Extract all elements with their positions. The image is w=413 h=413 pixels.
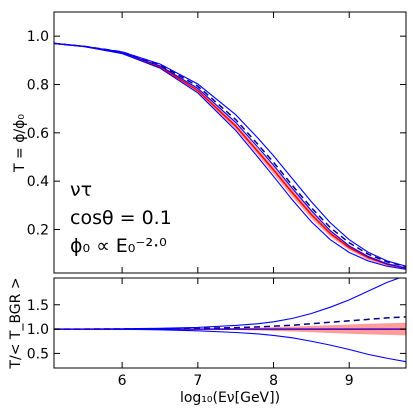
- main-ylabel: T = ϕ/ϕ₀: [12, 114, 28, 173]
- main-plot-frame: [53, 11, 407, 274]
- ratio-x-tick-label-2: 8: [269, 373, 278, 389]
- annotation-flux-spectrum: ϕ₀ ∝ E₀⁻²·⁰: [70, 235, 167, 257]
- ratio-series-line-4: [54, 328, 406, 363]
- ratio-plot-frame: [53, 277, 407, 369]
- ratio-plot-ticks: 6 7 8 9 0.5 1.0 1.5: [27, 278, 406, 389]
- ratio-y-tick-label-0: 0.5: [27, 346, 49, 362]
- annotation-neutrino-flavour: ντ: [70, 179, 92, 201]
- main-y-tick-label-1: 0.4: [27, 174, 49, 190]
- main-series-line-4: [54, 42, 406, 270]
- ratio-y-tick-label-2: 1.5: [27, 298, 49, 314]
- ratio-plot-area: 6 7 8 9 0.5 1.0 1.5 T/< T_BGR > log₁₀(Eν[GeV]): [8, 277, 407, 406]
- main-series-line-0: [54, 42, 406, 269]
- main-y-tick-label-4: 1.0: [27, 29, 49, 45]
- xlabel: log₁₀(Eν[GeV]): [180, 390, 280, 406]
- ratio-ylabel: T/< T_BGR >: [8, 277, 24, 369]
- ratio-x-tick-label-0: 6: [118, 373, 127, 389]
- main-series-line-1: [54, 42, 406, 268]
- main-series-line-3: [54, 42, 406, 267]
- main-plot-ticks: 0.2 0.4 0.6 0.8 1.0: [27, 12, 406, 273]
- ratio-x-tick-label-3: 9: [345, 373, 354, 389]
- main-y-tick-label-0: 0.2: [27, 223, 49, 239]
- main-y-tick-label-2: 0.6: [27, 126, 49, 142]
- annotation-cos-theta: cosθ = 0.1: [70, 207, 172, 229]
- main-series-line-2: [54, 42, 406, 269]
- main-y-tick-label-3: 0.8: [27, 78, 49, 94]
- ratio-x-tick-label-1: 7: [193, 373, 202, 389]
- main-plot-area: 0.2 0.4 0.6 0.8 1.0 T = ϕ/ϕ₀ ντ cosθ = 0.1 ϕ…: [12, 11, 407, 274]
- ratio-plot-marks: [54, 278, 406, 363]
- ratio-y-tick-label-1: 1.0: [27, 322, 49, 338]
- main-plot-marks: [54, 42, 406, 270]
- ratio-series-line-3: [54, 278, 401, 330]
